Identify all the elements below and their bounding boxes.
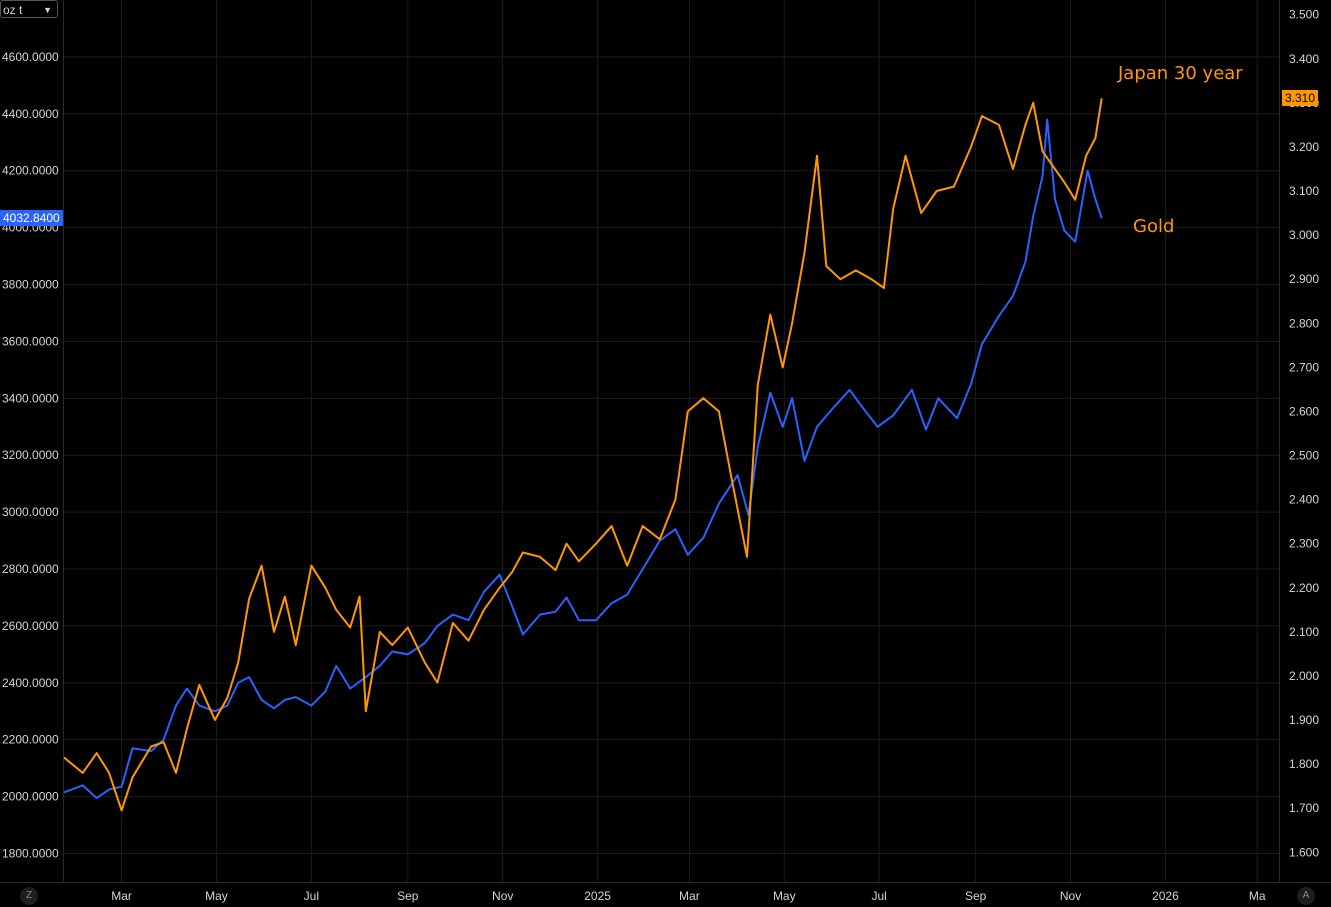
- auto-scale-button[interactable]: A: [1297, 887, 1315, 905]
- unit-label: oz t: [3, 3, 23, 17]
- right-tick-label: 1.700: [1289, 801, 1319, 815]
- x-tick-label: Jul: [872, 889, 887, 903]
- x-tick-label: 2025: [584, 889, 611, 903]
- time-axis: Mar May Jul Sep Nov 2025 Mar May Jul Sep Nov 2026 Ma: [111, 889, 1266, 903]
- left-tick-label: 3200.0000: [2, 448, 59, 462]
- left-tick-label: 2600.0000: [2, 619, 59, 633]
- right-tick-label: 2.300: [1289, 537, 1319, 551]
- x-tick-label: Mar: [111, 889, 132, 903]
- right-tick-label: 2.700: [1289, 360, 1319, 374]
- gold-last-price-tag: 4032.8400: [0, 210, 63, 227]
- x-tick-label: May: [205, 889, 228, 903]
- left-tick-label: 4600.0000: [2, 50, 59, 64]
- left-tick-label: 3000.0000: [2, 505, 59, 519]
- right-tick-label: 3.400: [1289, 52, 1319, 66]
- japan-series-annotation: Japan 30 year: [1117, 63, 1243, 84]
- left-tick-label: 2400.0000: [2, 676, 59, 690]
- left-tick-label: 4200.0000: [2, 164, 59, 178]
- right-tick-label: 2.800: [1289, 316, 1319, 330]
- right-tick-label: 3.100: [1289, 184, 1319, 198]
- right-tick-label: 2.900: [1289, 272, 1319, 286]
- x-tick-label: Mar: [679, 889, 700, 903]
- chevron-down-icon: ▼: [43, 5, 52, 15]
- vertical-grid: [121, 0, 1258, 882]
- japan-last-yield-tag: 3.310: [1282, 90, 1319, 107]
- unit-selector[interactable]: oz t ▼: [0, 0, 58, 18]
- x-tick-label: Nov: [1060, 889, 1081, 903]
- scale-toggle-z-button[interactable]: Z: [20, 887, 38, 905]
- right-tick-label: 1.600: [1289, 845, 1319, 859]
- right-tick-label: 3.500: [1289, 8, 1319, 22]
- x-tick-label: May: [773, 889, 796, 903]
- horizontal-grid: [64, 56, 1279, 855]
- right-tick-label: 1.800: [1289, 757, 1319, 771]
- right-tick-label: 2.600: [1289, 404, 1319, 418]
- x-tick-label: Jul: [304, 889, 319, 903]
- x-tick-label: Sep: [965, 889, 987, 903]
- left-tick-label: 3400.0000: [2, 391, 59, 405]
- x-tick-label: Nov: [492, 889, 513, 903]
- x-tick-label: Sep: [397, 889, 419, 903]
- right-axis: 3.5003.4003.3003.2003.1003.0002.9002.800…: [1289, 8, 1319, 860]
- right-tick-label: 2.200: [1289, 581, 1319, 595]
- series-layer: [63, 98, 1103, 812]
- left-axis: 4600.00004400.00004200.00004000.00003800…: [2, 50, 59, 861]
- gold-series-line: [63, 118, 1103, 800]
- left-tick-label: 4400.0000: [2, 107, 59, 121]
- right-tick-label: 2.500: [1289, 449, 1319, 463]
- x-tick-label: Ma: [1249, 889, 1266, 903]
- left-tick-label: 2200.0000: [2, 733, 59, 747]
- left-tick-label: 3600.0000: [2, 334, 59, 348]
- left-tick-label: 2800.0000: [2, 562, 59, 576]
- x-tick-label: 2026: [1152, 889, 1179, 903]
- right-tick-label: 2.100: [1289, 625, 1319, 639]
- japan-30-year-series-line: [63, 98, 1103, 812]
- right-tick-label: 3.000: [1289, 228, 1319, 242]
- right-tick-label: 3.200: [1289, 140, 1319, 154]
- right-tick-label: 2.000: [1289, 669, 1319, 683]
- left-tick-label: 1800.0000: [2, 847, 59, 861]
- right-tick-label: 2.400: [1289, 493, 1319, 507]
- left-tick-label: 3800.0000: [2, 278, 59, 292]
- left-tick-label: 2000.0000: [2, 790, 59, 804]
- gold-series-annotation: Gold: [1133, 216, 1174, 237]
- right-tick-label: 1.900: [1289, 713, 1319, 727]
